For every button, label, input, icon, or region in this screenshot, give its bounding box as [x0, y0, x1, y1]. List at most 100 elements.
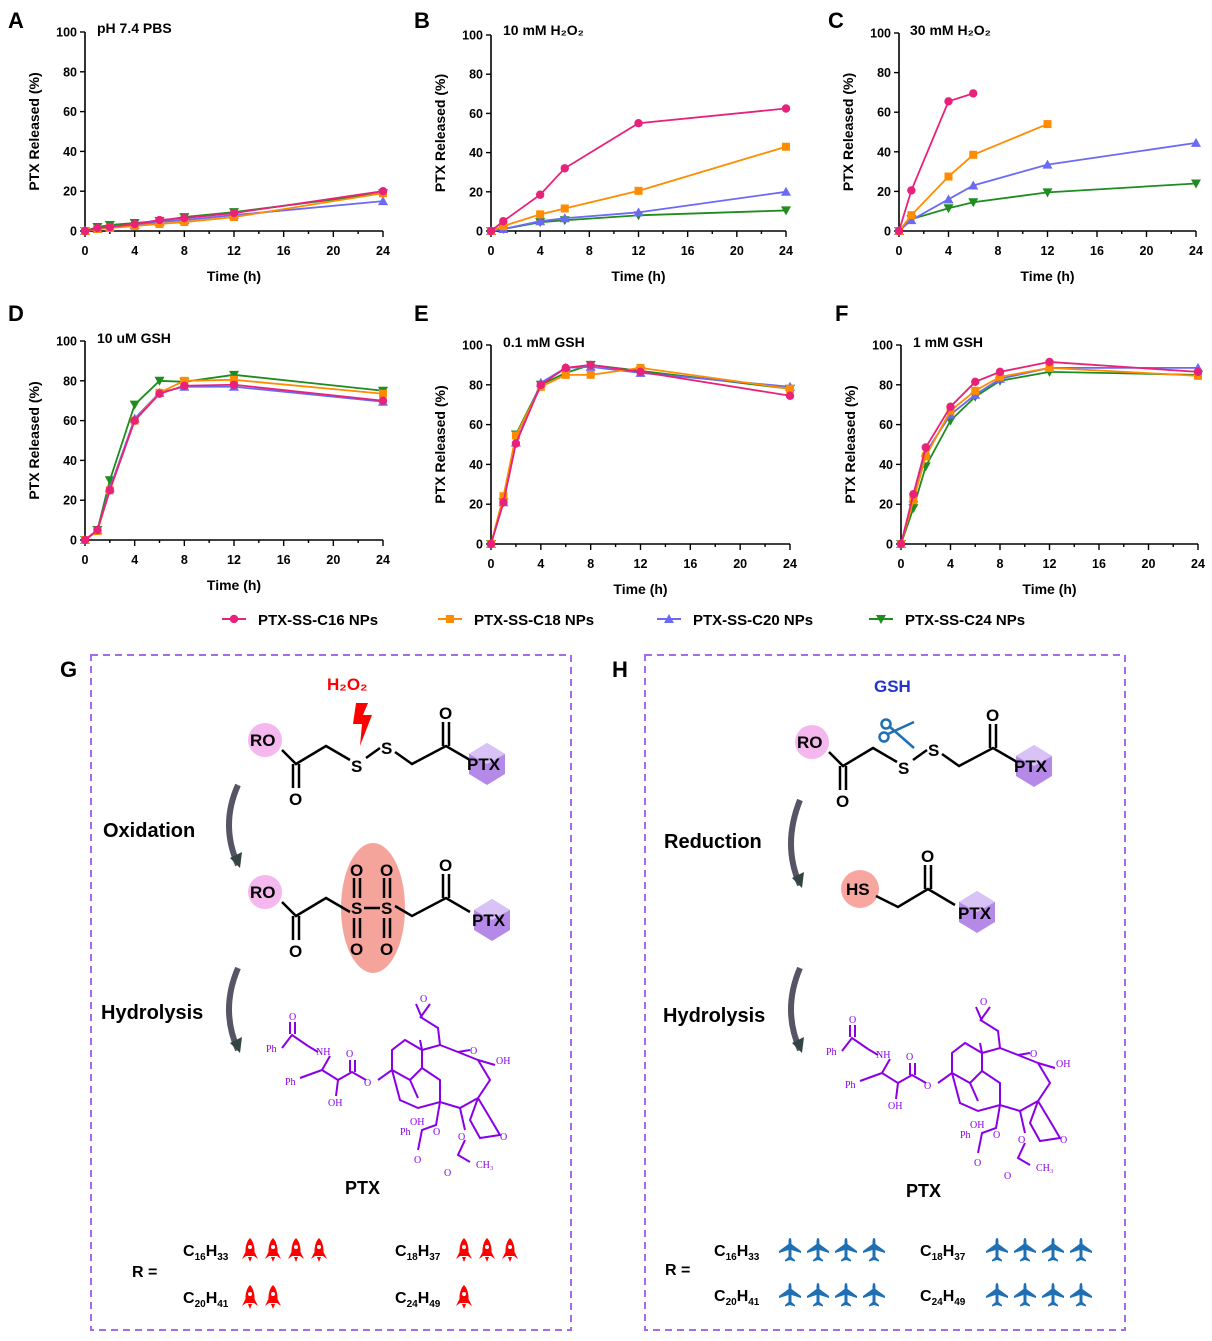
panel-letter: F	[835, 301, 848, 326]
r-group-row: C18H37	[395, 1238, 518, 1263]
ptx-tag: PTX	[958, 904, 992, 923]
x-tick-label: 24	[376, 553, 390, 567]
bond	[415, 1003, 441, 1046]
sulfur-label: S	[381, 899, 392, 918]
y-tick-label: 0	[884, 225, 891, 239]
legend: PTX-SS-C16 NPs PTX-SS-C18 NPs PTX-SS-C20 N…	[222, 612, 1025, 629]
atom-label: NH	[316, 1047, 330, 1058]
bond	[307, 1045, 319, 1053]
formula-part: 49	[954, 1297, 966, 1308]
x-tick-label: 8	[586, 244, 593, 258]
data-point	[1045, 357, 1054, 367]
y-tick-label: 60	[63, 414, 77, 428]
carbonyl-o: O	[836, 792, 849, 811]
airplane-icon	[1014, 1238, 1036, 1262]
bond	[977, 1104, 1001, 1154]
data-point	[909, 496, 918, 505]
formula-part: H	[737, 1288, 749, 1305]
arrowhead-icon	[230, 1037, 242, 1053]
legend-item: PTX-SS-C16 NPs	[222, 612, 378, 629]
x-tick-label: 0	[82, 553, 89, 567]
data-point	[968, 198, 979, 208]
bond	[969, 1082, 979, 1102]
data-point	[1042, 159, 1053, 169]
formula-part: H	[737, 1243, 749, 1260]
data-point	[155, 389, 164, 398]
r-group-row: C20H41	[183, 1285, 281, 1310]
legend-marker-icon	[229, 614, 239, 624]
ptx-product-label: PTX	[345, 1178, 380, 1198]
x-tick-label: 12	[227, 553, 241, 567]
formula-part: 24	[932, 1297, 944, 1308]
bond	[321, 1069, 340, 1097]
atom-label: O	[433, 1127, 440, 1138]
x-tick-label: 12	[1043, 557, 1057, 571]
atom-label: Ph	[285, 1077, 296, 1088]
formula-part: 41	[748, 1297, 760, 1308]
data-point	[536, 380, 546, 389]
atom-label: NH	[876, 1050, 890, 1061]
data-point	[511, 431, 520, 440]
data-point	[535, 190, 545, 199]
formula-part: C	[714, 1288, 726, 1305]
x-tick-label: 8	[587, 557, 594, 571]
airplane-icon	[779, 1283, 801, 1307]
carbonyl-o: O	[289, 790, 302, 809]
y-tick-label: 100	[462, 339, 483, 353]
y-tick-label: 0	[70, 225, 77, 239]
x-tick-label: 20	[1140, 244, 1154, 258]
x-tick-label: 4	[537, 557, 544, 571]
y-tick-label: 100	[872, 339, 893, 353]
data-point	[155, 215, 164, 225]
airplane-icon	[807, 1238, 829, 1262]
y-axis-label: PTX Released (%)	[840, 73, 856, 191]
data-point	[995, 367, 1005, 377]
carbonyl-o: O	[439, 856, 452, 875]
thiol-molecule	[841, 865, 956, 909]
data-point	[130, 219, 139, 229]
y-tick-label: 80	[469, 378, 483, 392]
panel-g-box	[90, 654, 572, 1331]
formula-part: 37	[429, 1252, 441, 1263]
atom-label: O	[974, 1158, 981, 1169]
data-point	[378, 396, 388, 405]
arrow-icon	[788, 966, 803, 1052]
series-ptx-ss-c24-nps	[896, 367, 1203, 549]
atom-label: O	[420, 994, 427, 1005]
chart-panel-c: C 30 mM H₂O₂ 0 20 40 60 80 100 0 4 8 12 16 20 24 Time (…	[828, 8, 1203, 284]
bond	[897, 1073, 927, 1084]
airplane-icon	[863, 1238, 885, 1262]
scissors-icon	[878, 718, 915, 749]
airplane-icon	[986, 1283, 1008, 1307]
arrowhead-icon	[230, 852, 242, 868]
data-point	[105, 486, 115, 495]
x-tick-label: 16	[683, 557, 697, 571]
series-ptx-ss-c20-nps	[896, 362, 1203, 548]
data-point	[180, 213, 189, 223]
atom-label: O	[364, 1078, 371, 1089]
r-group-row: C18H37	[920, 1238, 1092, 1263]
lightning-icon	[353, 703, 372, 746]
y-tick-label: 20	[63, 185, 77, 199]
data-point	[561, 370, 570, 379]
x-axis-label: Time (h)	[207, 577, 261, 593]
bond	[1037, 1062, 1056, 1069]
bond	[299, 1055, 331, 1079]
bond	[975, 1006, 1001, 1049]
legend-marker-icon	[876, 615, 886, 624]
data-point	[634, 119, 643, 128]
series-line	[898, 92, 974, 232]
ptx-product-label: PTX	[906, 1181, 941, 1201]
y-tick-label: 20	[469, 498, 483, 512]
data-point	[180, 381, 189, 390]
bond	[841, 1036, 869, 1052]
rocket-icon	[456, 1285, 472, 1309]
y-tick-label: 0	[886, 538, 893, 552]
atom-label: OH	[888, 1101, 902, 1112]
disulfide-molecule	[795, 724, 1018, 790]
y-axis-label: PTX Released (%)	[842, 385, 858, 503]
y-tick-label: 80	[879, 378, 893, 392]
